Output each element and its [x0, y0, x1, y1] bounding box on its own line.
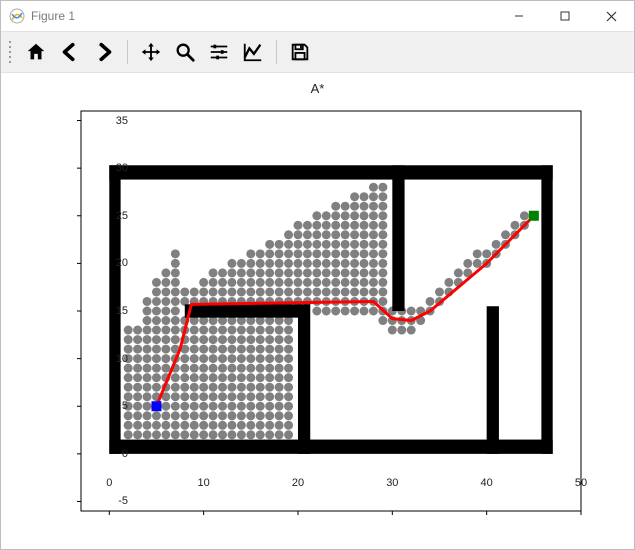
forward-button[interactable]: [89, 37, 119, 67]
figure-window: Figure 1: [0, 0, 635, 550]
ytick-label: 30: [98, 162, 128, 174]
edit-axis-button[interactable]: [238, 37, 268, 67]
zoom-button[interactable]: [170, 37, 200, 67]
xtick-label: 0: [106, 477, 112, 489]
window-title: Figure 1: [31, 9, 75, 23]
axes[interactable]: [81, 111, 581, 511]
save-button[interactable]: [285, 37, 315, 67]
ytick-label: 15: [98, 305, 128, 317]
toolbar-separator: [127, 40, 128, 64]
window-buttons: [496, 1, 634, 31]
maximize-button[interactable]: [542, 1, 588, 31]
toolbar-grip: [7, 41, 13, 63]
ytick-label: 0: [98, 448, 128, 460]
xtick-label: 40: [481, 477, 493, 489]
pan-button[interactable]: [136, 37, 166, 67]
ytick-label: 5: [98, 400, 128, 412]
xtick-label: 10: [198, 477, 210, 489]
plot-area: A* -5 0 5 10 15 20 25 30 35 0 10 20 30 40 50: [1, 73, 634, 549]
minimize-button[interactable]: [496, 1, 542, 31]
ytick-label: 35: [98, 115, 128, 127]
axes-svg: [81, 111, 581, 511]
ytick-label: -5: [98, 495, 128, 507]
titlebar: Figure 1: [1, 1, 634, 31]
close-button[interactable]: [588, 1, 634, 31]
ytick-label: 25: [98, 210, 128, 222]
configure-button[interactable]: [204, 37, 234, 67]
back-button[interactable]: [55, 37, 85, 67]
ytick-label: 20: [98, 257, 128, 269]
chart-title: A*: [1, 81, 634, 96]
xtick-label: 50: [575, 477, 587, 489]
xtick-label: 30: [386, 477, 398, 489]
xtick-label: 20: [292, 477, 304, 489]
toolbar-separator: [276, 40, 277, 64]
home-button[interactable]: [21, 37, 51, 67]
mpl-toolbar: [1, 31, 634, 73]
app-icon: [9, 8, 25, 24]
ytick-label: 10: [98, 353, 128, 365]
